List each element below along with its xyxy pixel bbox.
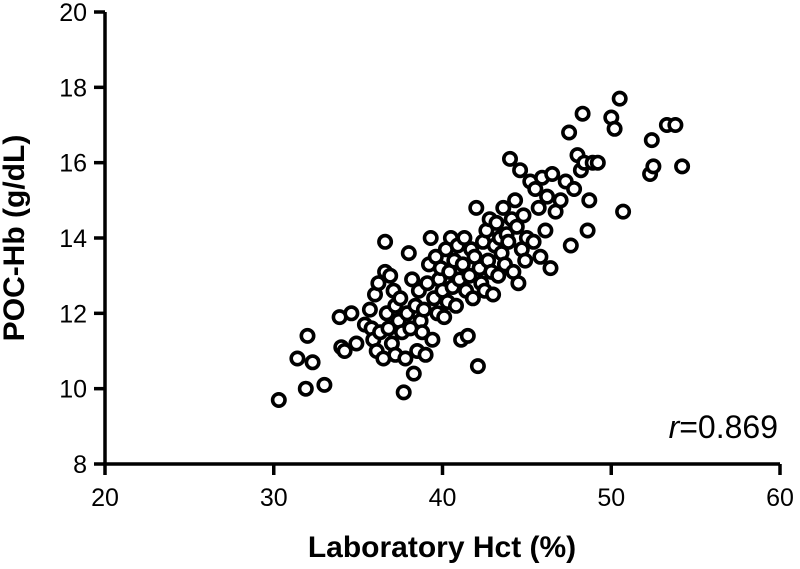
data-point <box>336 342 353 359</box>
x-axis-title: Laboratory Hct (%) <box>308 531 576 564</box>
axes <box>103 12 780 466</box>
data-point <box>611 90 628 107</box>
data-point <box>510 275 527 292</box>
correlation-value: =0.869 <box>679 409 778 445</box>
data-point <box>488 214 505 231</box>
data-point <box>527 181 544 198</box>
data-point <box>589 154 606 171</box>
data-point <box>436 309 453 326</box>
data-point <box>361 301 378 318</box>
data-point <box>501 150 518 167</box>
data-point <box>606 120 623 137</box>
data-point <box>297 380 314 397</box>
data-point <box>579 222 596 239</box>
data-point <box>500 233 517 250</box>
data-point <box>348 335 365 352</box>
data-point <box>490 267 507 284</box>
x-tick-label: 30 <box>260 484 288 512</box>
data-point <box>515 207 532 224</box>
data-points <box>270 90 691 408</box>
data-point <box>454 256 471 273</box>
data-point <box>539 188 556 205</box>
data-point <box>343 305 360 322</box>
data-point <box>562 237 579 254</box>
data-point <box>530 199 547 216</box>
x-tick-label: 50 <box>597 484 625 512</box>
data-point <box>424 331 441 348</box>
data-point <box>447 297 464 314</box>
data-point <box>645 158 662 175</box>
data-point <box>507 192 524 209</box>
data-point <box>461 267 478 284</box>
y-tick-label: 8 <box>73 451 87 479</box>
data-point <box>270 391 287 408</box>
x-tick-label: 20 <box>91 484 119 512</box>
data-point <box>299 327 316 344</box>
data-point <box>468 199 485 216</box>
y-tick-label: 18 <box>59 74 87 102</box>
data-point <box>495 199 512 216</box>
y-ticks: 8 10 12 14 16 18 20 <box>59 0 105 479</box>
data-point <box>532 248 549 265</box>
data-point <box>405 365 422 382</box>
data-point <box>415 301 432 318</box>
data-point <box>304 354 321 371</box>
data-point <box>485 286 502 303</box>
data-point <box>464 290 481 307</box>
data-point <box>581 192 598 209</box>
data-point <box>414 324 431 341</box>
data-point <box>574 105 591 122</box>
data-point <box>397 350 414 367</box>
data-point <box>289 350 306 367</box>
data-point <box>417 346 434 363</box>
correlation-var: r <box>669 409 681 445</box>
data-point <box>525 233 542 250</box>
data-point <box>422 230 439 247</box>
data-point <box>615 203 632 220</box>
correlation-annotation: r=0.869 <box>669 409 778 445</box>
data-point <box>392 290 409 307</box>
data-point <box>566 181 583 198</box>
y-axis-title: POC-Hb (g/dL) <box>0 135 31 342</box>
data-point <box>667 117 684 134</box>
data-point <box>404 271 421 288</box>
data-point <box>380 320 397 337</box>
data-point <box>643 132 660 149</box>
data-point <box>542 260 559 277</box>
data-point <box>382 267 399 284</box>
data-point <box>395 384 412 401</box>
data-point <box>377 233 394 250</box>
x-tick-label: 60 <box>766 484 794 512</box>
data-point <box>517 252 534 269</box>
x-tick-label: 40 <box>429 484 457 512</box>
data-point <box>400 245 417 262</box>
data-point <box>552 192 569 209</box>
data-point <box>456 230 473 247</box>
y-tick-label: 10 <box>59 376 87 404</box>
y-tick-label: 16 <box>59 150 87 178</box>
data-point <box>544 166 561 183</box>
data-point <box>508 218 525 235</box>
data-point <box>469 358 486 375</box>
y-tick-label: 12 <box>59 300 87 328</box>
data-point <box>459 327 476 344</box>
data-point <box>674 158 691 175</box>
y-tick-label: 20 <box>59 0 87 27</box>
data-point <box>370 275 387 292</box>
x-ticks: 20 30 40 50 60 <box>91 464 794 512</box>
y-tick-label: 14 <box>59 225 87 253</box>
data-point <box>537 222 554 239</box>
data-point <box>316 376 333 393</box>
data-point <box>512 162 529 179</box>
data-point <box>561 124 578 141</box>
